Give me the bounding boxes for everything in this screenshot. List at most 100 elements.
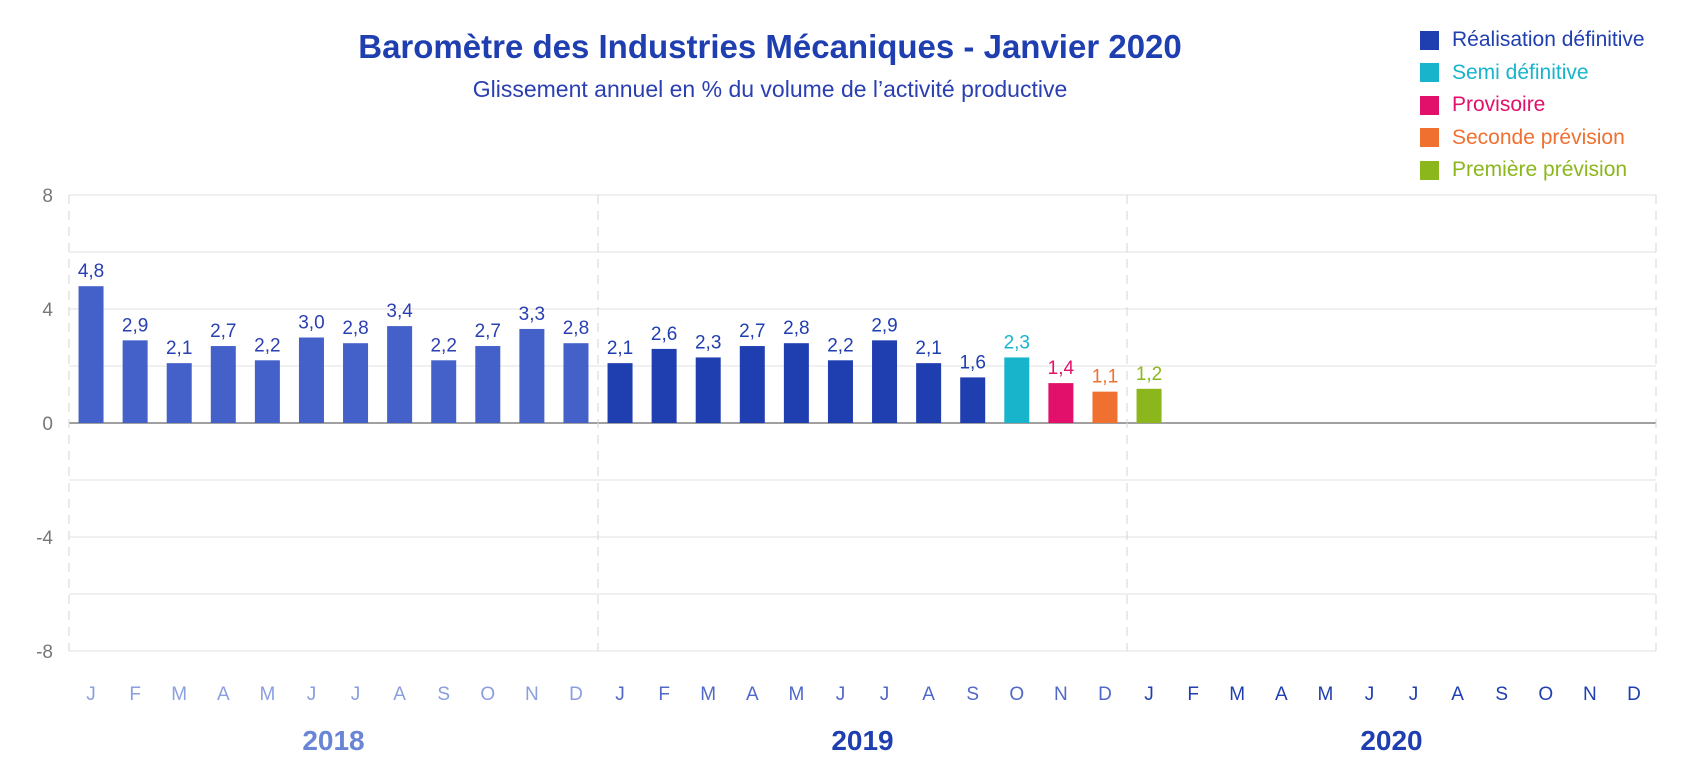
year-label: 2018 xyxy=(302,725,364,756)
x-tick-label: A xyxy=(393,684,406,705)
x-tick-label: N xyxy=(1054,684,1068,705)
data-label: 3,0 xyxy=(298,313,324,334)
y-tick-label: 4 xyxy=(42,300,53,321)
x-tick-label: N xyxy=(1583,684,1597,705)
legend-item-seconde-prevision[interactable]: Seconde prévision xyxy=(1420,122,1645,155)
y-tick-label: 0 xyxy=(42,414,53,435)
bar xyxy=(1092,391,1118,423)
x-tick-label: S xyxy=(437,684,450,705)
legend-item-semi-definitive[interactable]: Semi définitive xyxy=(1420,57,1645,90)
legend-item-realisation-definitive[interactable]: Réalisation définitive xyxy=(1420,24,1645,57)
data-label: 2,3 xyxy=(1004,332,1030,353)
x-tick-label: J xyxy=(86,684,96,705)
data-label: 2,2 xyxy=(254,335,280,356)
data-label: 2,2 xyxy=(827,335,853,356)
bar xyxy=(1004,357,1030,423)
chart-subtitle: Glissement annuel en % du volume de l’ac… xyxy=(472,76,1068,102)
x-tick-label: J xyxy=(1409,684,1419,705)
x-tick-label: M xyxy=(700,684,716,705)
legend-swatch-provisoire xyxy=(1420,95,1439,115)
bar xyxy=(651,348,677,423)
bar xyxy=(431,360,457,423)
legend-label-premiere-prevision: Première prévision xyxy=(1452,158,1628,182)
legend-swatch-seconde-prevision xyxy=(1420,128,1439,148)
x-tick-label: F xyxy=(658,684,670,705)
x-tick-label: J xyxy=(307,684,317,705)
bar xyxy=(783,343,809,423)
data-label: 2,8 xyxy=(342,318,368,339)
bar xyxy=(166,363,192,423)
legend-item-provisoire[interactable]: Provisoire xyxy=(1420,89,1645,122)
x-tick-label: A xyxy=(922,684,935,705)
bar xyxy=(563,343,589,423)
x-tick-label: J xyxy=(880,684,890,705)
year-label: 2020 xyxy=(1360,725,1422,756)
data-label: 4,8 xyxy=(78,261,104,282)
data-label: 2,9 xyxy=(122,315,148,336)
legend-swatch-realisation-definitive xyxy=(1420,30,1439,50)
bar xyxy=(1136,388,1162,423)
x-tick-label: D xyxy=(569,684,583,705)
data-label: 2,2 xyxy=(430,335,456,356)
data-label: 2,1 xyxy=(166,338,192,359)
legend-label-realisation-definitive: Réalisation définitive xyxy=(1452,28,1645,52)
year-label: 2019 xyxy=(831,725,893,756)
y-tick-label: -8 xyxy=(36,642,53,663)
x-tick-label: M xyxy=(259,684,275,705)
y-tick-label: -4 xyxy=(36,528,53,549)
x-tick-label: O xyxy=(1009,684,1024,705)
data-label: 3,3 xyxy=(519,304,545,325)
x-tick-label: J xyxy=(836,684,846,705)
data-label: 1,6 xyxy=(959,352,985,373)
data-label: 2,6 xyxy=(651,324,677,345)
legend-item-premiere-prevision[interactable]: Première prévision xyxy=(1420,154,1645,187)
bar xyxy=(254,360,280,423)
x-tick-label: D xyxy=(1098,684,1112,705)
bar xyxy=(298,337,324,423)
bar xyxy=(872,340,898,423)
x-tick-label: J xyxy=(351,684,361,705)
x-tick-label: J xyxy=(1144,684,1154,705)
bar xyxy=(210,346,236,423)
x-tick-label: O xyxy=(480,684,495,705)
data-label: 1,2 xyxy=(1136,364,1162,385)
bar xyxy=(387,326,413,423)
bar xyxy=(960,377,986,423)
legend-swatch-semi-definitive xyxy=(1420,63,1439,83)
data-label: 2,9 xyxy=(871,315,897,336)
x-tick-label: D xyxy=(1627,684,1641,705)
x-tick-label: A xyxy=(1275,684,1288,705)
data-label: 1,1 xyxy=(1092,367,1118,388)
legend-label-seconde-prevision: Seconde prévision xyxy=(1452,125,1625,149)
x-tick-label: N xyxy=(525,684,539,705)
data-label: 3,4 xyxy=(386,301,413,322)
legend-label-provisoire: Provisoire xyxy=(1452,93,1546,117)
bar xyxy=(739,346,765,423)
data-label: 2,8 xyxy=(563,318,589,339)
data-label: 1,4 xyxy=(1048,358,1075,379)
bar xyxy=(519,328,545,423)
x-tick-label: M xyxy=(788,684,804,705)
bar xyxy=(343,343,369,423)
bar xyxy=(78,286,104,423)
data-label: 2,7 xyxy=(210,321,236,342)
bar xyxy=(607,363,633,423)
data-label: 2,1 xyxy=(607,338,633,359)
legend-label-semi-definitive: Semi définitive xyxy=(1452,60,1589,84)
bar xyxy=(1048,383,1074,423)
bar xyxy=(916,363,942,423)
bar xyxy=(827,360,853,423)
x-tick-label: J xyxy=(615,684,625,705)
chart-title: Baromètre des Industries Mécaniques - Ja… xyxy=(358,28,1182,65)
x-tick-label: S xyxy=(1495,684,1508,705)
bar xyxy=(695,357,721,423)
y-tick-label: 8 xyxy=(42,186,53,207)
x-tick-label: S xyxy=(966,684,979,705)
x-tick-label: A xyxy=(1451,684,1464,705)
x-tick-label: O xyxy=(1538,684,1553,705)
x-tick-label: M xyxy=(1229,684,1245,705)
data-label: 2,8 xyxy=(783,318,809,339)
bar xyxy=(475,346,501,423)
bar xyxy=(122,340,148,423)
